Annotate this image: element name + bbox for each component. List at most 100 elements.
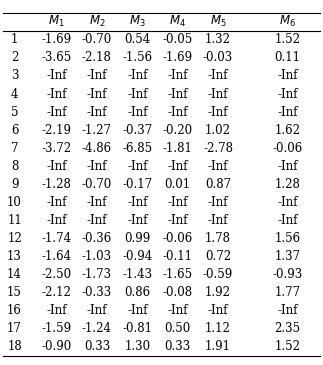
Text: 10: 10: [7, 196, 22, 209]
Text: -Inf: -Inf: [208, 88, 228, 101]
Text: -Inf: -Inf: [46, 105, 67, 119]
Text: 1: 1: [11, 33, 18, 46]
Text: -Inf: -Inf: [46, 196, 67, 209]
Text: 1.52: 1.52: [275, 33, 300, 46]
Text: -Inf: -Inf: [167, 69, 188, 82]
Text: -0.03: -0.03: [203, 51, 233, 65]
Text: -Inf: -Inf: [87, 160, 107, 173]
Text: -Inf: -Inf: [277, 69, 298, 82]
Text: -2.18: -2.18: [82, 51, 112, 65]
Text: 5: 5: [11, 105, 18, 119]
Text: -Inf: -Inf: [208, 69, 228, 82]
Text: -6.85: -6.85: [122, 142, 152, 155]
Text: -Inf: -Inf: [87, 69, 107, 82]
Text: 0.33: 0.33: [84, 341, 110, 353]
Text: -Inf: -Inf: [127, 214, 148, 227]
Text: -2.78: -2.78: [203, 142, 233, 155]
Text: -2.12: -2.12: [42, 286, 71, 299]
Text: 12: 12: [7, 232, 22, 245]
Text: 17: 17: [7, 322, 22, 335]
Text: -3.72: -3.72: [41, 142, 72, 155]
Text: -0.08: -0.08: [162, 286, 193, 299]
Text: 1.32: 1.32: [205, 33, 231, 46]
Text: -Inf: -Inf: [277, 196, 298, 209]
Text: -1.74: -1.74: [41, 232, 72, 245]
Text: -Inf: -Inf: [208, 196, 228, 209]
Text: 1.02: 1.02: [205, 124, 231, 137]
Text: -Inf: -Inf: [167, 214, 188, 227]
Text: -Inf: -Inf: [167, 88, 188, 101]
Text: -Inf: -Inf: [167, 304, 188, 317]
Text: -Inf: -Inf: [46, 304, 67, 317]
Text: 1.12: 1.12: [205, 322, 231, 335]
Text: 1.77: 1.77: [275, 286, 300, 299]
Text: -Inf: -Inf: [127, 105, 148, 119]
Text: $M_6$: $M_6$: [279, 14, 296, 29]
Text: -Inf: -Inf: [167, 196, 188, 209]
Text: -0.06: -0.06: [272, 142, 303, 155]
Text: -2.19: -2.19: [42, 124, 71, 137]
Text: -Inf: -Inf: [127, 304, 148, 317]
Text: $M_5$: $M_5$: [210, 14, 226, 29]
Text: -0.37: -0.37: [122, 124, 152, 137]
Text: 0.86: 0.86: [124, 286, 150, 299]
Text: 3: 3: [11, 69, 18, 82]
Text: 0.87: 0.87: [205, 178, 231, 191]
Text: 1.30: 1.30: [124, 341, 150, 353]
Text: 0.72: 0.72: [205, 250, 231, 263]
Text: 2.35: 2.35: [275, 322, 300, 335]
Text: $M_1$: $M_1$: [48, 14, 65, 29]
Text: -Inf: -Inf: [127, 160, 148, 173]
Text: -Inf: -Inf: [87, 196, 107, 209]
Text: -0.81: -0.81: [122, 322, 152, 335]
Text: 1.37: 1.37: [275, 250, 300, 263]
Text: -0.70: -0.70: [82, 33, 112, 46]
Text: $M_4$: $M_4$: [169, 14, 186, 29]
Text: -1.59: -1.59: [41, 322, 72, 335]
Text: -Inf: -Inf: [87, 214, 107, 227]
Text: 0.50: 0.50: [164, 322, 191, 335]
Text: -Inf: -Inf: [208, 214, 228, 227]
Text: 7: 7: [11, 142, 18, 155]
Text: -Inf: -Inf: [46, 160, 67, 173]
Text: 1.62: 1.62: [275, 124, 300, 137]
Text: -Inf: -Inf: [167, 105, 188, 119]
Text: 0.99: 0.99: [124, 232, 151, 245]
Text: 1.28: 1.28: [275, 178, 300, 191]
Text: -1.27: -1.27: [82, 124, 112, 137]
Text: -Inf: -Inf: [127, 69, 148, 82]
Text: 9: 9: [11, 178, 18, 191]
Text: -2.50: -2.50: [41, 268, 72, 281]
Text: -Inf: -Inf: [277, 304, 298, 317]
Text: 8: 8: [11, 160, 18, 173]
Text: 0.33: 0.33: [164, 341, 191, 353]
Text: 0.11: 0.11: [275, 51, 300, 65]
Text: -Inf: -Inf: [208, 105, 228, 119]
Text: -Inf: -Inf: [46, 214, 67, 227]
Text: 13: 13: [7, 250, 22, 263]
Text: -4.86: -4.86: [82, 142, 112, 155]
Text: -1.24: -1.24: [82, 322, 112, 335]
Text: 14: 14: [7, 268, 22, 281]
Text: -Inf: -Inf: [208, 160, 228, 173]
Text: -0.11: -0.11: [163, 250, 193, 263]
Text: -Inf: -Inf: [277, 88, 298, 101]
Text: -1.69: -1.69: [162, 51, 193, 65]
Text: -1.69: -1.69: [41, 33, 72, 46]
Text: -Inf: -Inf: [277, 105, 298, 119]
Text: -Inf: -Inf: [87, 105, 107, 119]
Text: -1.73: -1.73: [82, 268, 112, 281]
Text: -0.20: -0.20: [162, 124, 193, 137]
Text: -0.90: -0.90: [41, 341, 72, 353]
Text: 1.78: 1.78: [205, 232, 231, 245]
Text: $M_2$: $M_2$: [89, 14, 105, 29]
Text: 1.92: 1.92: [205, 286, 231, 299]
Text: 1.52: 1.52: [275, 341, 300, 353]
Text: 15: 15: [7, 286, 22, 299]
Text: -1.03: -1.03: [82, 250, 112, 263]
Text: -Inf: -Inf: [127, 196, 148, 209]
Text: 4: 4: [11, 88, 18, 101]
Text: 1.56: 1.56: [275, 232, 300, 245]
Text: 0.54: 0.54: [124, 33, 151, 46]
Text: 6: 6: [11, 124, 18, 137]
